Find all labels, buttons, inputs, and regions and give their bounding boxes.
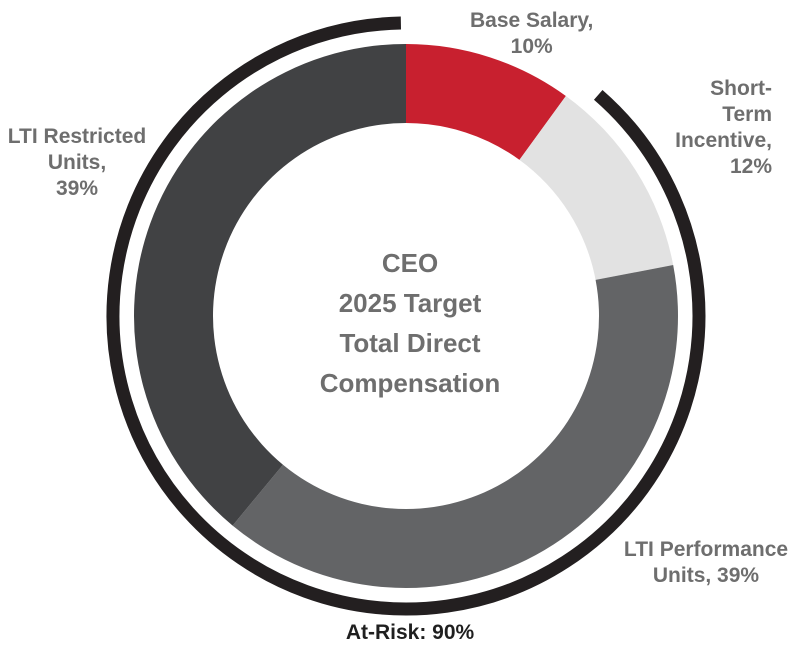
center-title-line: Total Direct bbox=[339, 328, 481, 358]
center-title-line: 2025 Target bbox=[338, 288, 482, 318]
donut-slices bbox=[134, 44, 679, 588]
at-risk-label: At-Risk: 90% bbox=[345, 621, 475, 644]
center-title-line: Compensation bbox=[319, 368, 501, 398]
slice-lti-restricted bbox=[134, 44, 406, 526]
slice-label-lti-performance: LTI Performance Units, 39% bbox=[623, 538, 789, 587]
slice-label-base-salary: Base Salary, 10% bbox=[470, 9, 594, 58]
slice-base-salary bbox=[406, 44, 566, 160]
slice-label-short-term-incentive: Short- Term Incentive, 12% bbox=[675, 77, 772, 178]
at-risk-bracket-arc bbox=[106, 16, 706, 616]
slice-label-lti-restricted: LTI Restricted Units, 39% bbox=[7, 125, 147, 200]
center-title-line: CEO bbox=[381, 248, 439, 278]
slice-lti-performance bbox=[232, 265, 679, 588]
chart-center-title: CEO 2025 Target Total Direct Compensatio… bbox=[260, 243, 560, 403]
slice-short-term-incentive bbox=[519, 95, 674, 280]
